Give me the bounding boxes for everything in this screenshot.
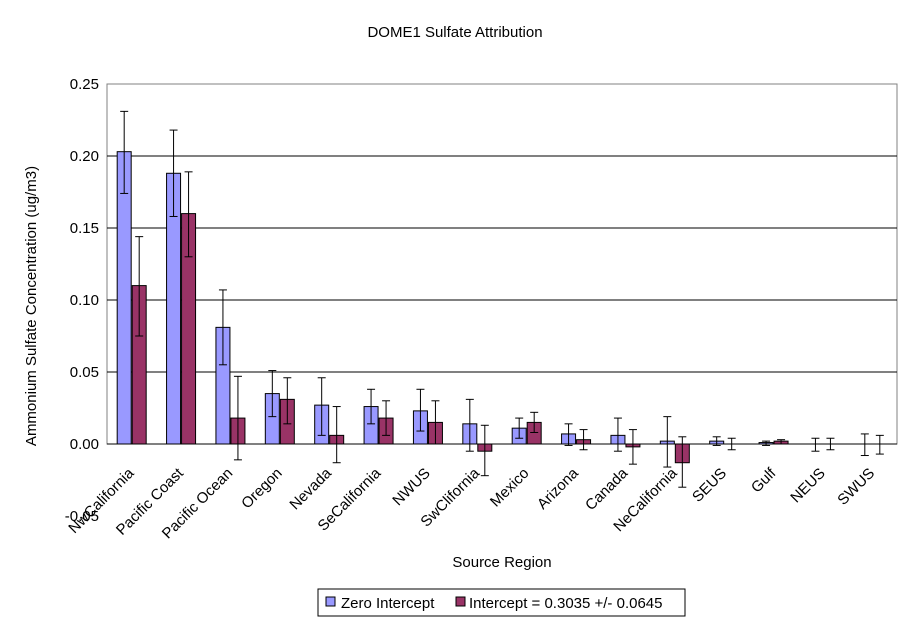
- y-tick-label: 0.05: [70, 364, 99, 381]
- x-tick-label: Canada: [582, 464, 632, 514]
- chart-title: DOME1 Sulfate Attribution: [367, 24, 542, 41]
- x-tick-label: Arizona: [534, 464, 582, 512]
- x-tick-label: Oregon: [238, 465, 285, 512]
- bar: [116, 151, 132, 445]
- plot-area: [106, 83, 898, 445]
- x-tick-label: Gulf: [748, 464, 780, 496]
- y-tick-label: 0.25: [70, 76, 99, 93]
- x-tick-label: NEUS: [787, 465, 828, 506]
- x-tick-label: Nevada: [286, 464, 335, 513]
- y-axis-ticks: -0.05 0.00 0.05 0.10 0.15 0.20 0.25: [65, 76, 99, 525]
- y-axis-label: Ammonium Sulfate Concentration (ug/m3): [23, 166, 40, 446]
- legend-swatch-intercept: [455, 596, 466, 607]
- legend: Zero Intercept Intercept = 0.3035 +/- 0.…: [317, 588, 686, 617]
- legend-swatch-zero-intercept: [325, 596, 336, 607]
- x-tick-label: Mexico: [487, 465, 533, 511]
- bars: [116, 151, 789, 464]
- y-tick-label: 0.15: [70, 220, 99, 237]
- x-axis-label: Source Region: [452, 554, 551, 571]
- legend-box: [317, 588, 686, 617]
- error-bars: [107, 110, 897, 488]
- legend-label-zero-intercept: Zero Intercept: [341, 595, 435, 612]
- x-tick-label: SWUS: [834, 465, 878, 509]
- y-tick-label: 0.00: [70, 436, 99, 453]
- legend-label-intercept: Intercept = 0.3035 +/- 0.0645: [469, 595, 662, 612]
- x-tick-label: SEUS: [689, 465, 730, 506]
- x-tick-label: NWUS: [389, 465, 433, 509]
- y-tick-label: 0.20: [70, 148, 99, 165]
- y-tick-label: -0.05: [65, 508, 99, 525]
- y-tick-label: 0.10: [70, 292, 99, 309]
